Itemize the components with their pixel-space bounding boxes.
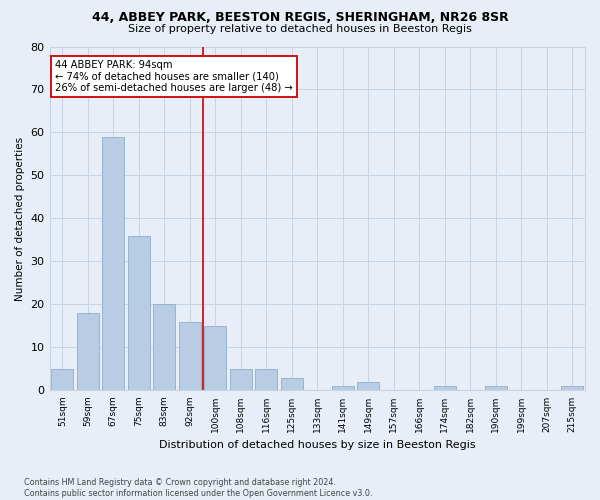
Text: 44, ABBEY PARK, BEESTON REGIS, SHERINGHAM, NR26 8SR: 44, ABBEY PARK, BEESTON REGIS, SHERINGHA… — [92, 11, 508, 24]
Bar — [52, 369, 73, 390]
Bar — [154, 304, 175, 390]
Bar — [128, 236, 149, 390]
Bar — [281, 378, 302, 390]
Bar — [103, 137, 124, 390]
Bar — [358, 382, 379, 390]
Bar — [256, 369, 277, 390]
Bar — [332, 386, 353, 390]
Bar — [562, 386, 583, 390]
Text: Size of property relative to detached houses in Beeston Regis: Size of property relative to detached ho… — [128, 24, 472, 34]
Text: 44 ABBEY PARK: 94sqm
← 74% of detached houses are smaller (140)
26% of semi-deta: 44 ABBEY PARK: 94sqm ← 74% of detached h… — [55, 60, 293, 94]
Y-axis label: Number of detached properties: Number of detached properties — [15, 136, 25, 300]
Bar — [230, 369, 251, 390]
X-axis label: Distribution of detached houses by size in Beeston Regis: Distribution of detached houses by size … — [159, 440, 476, 450]
Bar — [179, 322, 200, 390]
Bar — [485, 386, 506, 390]
Text: Contains HM Land Registry data © Crown copyright and database right 2024.
Contai: Contains HM Land Registry data © Crown c… — [24, 478, 373, 498]
Bar — [434, 386, 455, 390]
Bar — [77, 313, 98, 390]
Bar — [205, 326, 226, 390]
